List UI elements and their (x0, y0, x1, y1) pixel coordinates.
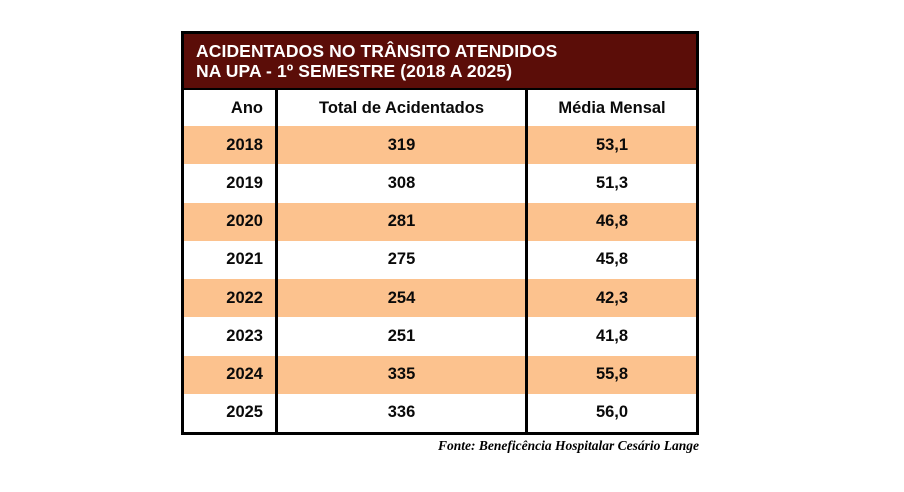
cell-media: 51,3 (595, 173, 629, 192)
cell-total: 335 (278, 355, 528, 394)
cell-ano: 2024 (184, 355, 278, 394)
cell-total: 281 (278, 202, 528, 241)
table-row: 2019 308 51,3 (184, 164, 696, 203)
table-row: 2024 335 55,8 (184, 355, 696, 394)
table-header-row: Ano Total de Acidentados Média Mensal (184, 90, 696, 126)
cell-ano: 2023 (184, 317, 278, 356)
cell-media: 53,1 (595, 135, 629, 154)
cell-ano: 2018 (184, 126, 278, 165)
column-header-media: Média Mensal (558, 98, 666, 117)
cell-total: 275 (278, 240, 528, 279)
table-row: 2023 251 41,8 (184, 317, 696, 356)
cell-total: 308 (278, 164, 528, 203)
table-row: 2018 319 53,1 (184, 126, 696, 165)
cell-total: 251 (278, 317, 528, 356)
table-body: 2018 319 53,1 2019 308 51,3 2020 281 46,… (184, 126, 696, 432)
cell-media: 41,8 (595, 326, 629, 345)
accidents-table: ACIDENTADOS NO TRÂNSITO ATENDIDOS NA UPA… (181, 31, 699, 435)
cell-total: 336 (278, 393, 528, 432)
cell-media: 42,3 (595, 288, 629, 307)
cell-ano: 2022 (184, 279, 278, 318)
cell-ano: 2020 (184, 202, 278, 241)
table-row: 2021 275 45,8 (184, 240, 696, 279)
table-title-line1: ACIDENTADOS NO TRÂNSITO ATENDIDOS (196, 41, 558, 61)
cell-total: 319 (278, 126, 528, 165)
table-row: 2022 254 42,3 (184, 279, 696, 318)
column-header-total: Total de Acidentados (278, 90, 528, 126)
cell-ano: 2019 (184, 164, 278, 203)
cell-total: 254 (278, 279, 528, 318)
table-title-line2: NA UPA - 1º SEMESTRE (2018 A 2025) (196, 61, 513, 81)
column-header-ano: Ano (184, 90, 278, 126)
cell-ano: 2021 (184, 240, 278, 279)
source-note: Fonte: Beneficência Hospitalar Cesário L… (438, 438, 699, 453)
table-row: 2020 281 46,8 (184, 202, 696, 241)
cell-media: 46,8 (595, 212, 629, 231)
cell-media: 45,8 (595, 250, 629, 269)
cell-media: 55,8 (595, 365, 629, 384)
table-title: ACIDENTADOS NO TRÂNSITO ATENDIDOS NA UPA… (184, 34, 696, 90)
cell-media: 56,0 (595, 403, 629, 422)
cell-ano: 2025 (184, 393, 278, 432)
table-row: 2025 336 56,0 (184, 393, 696, 432)
